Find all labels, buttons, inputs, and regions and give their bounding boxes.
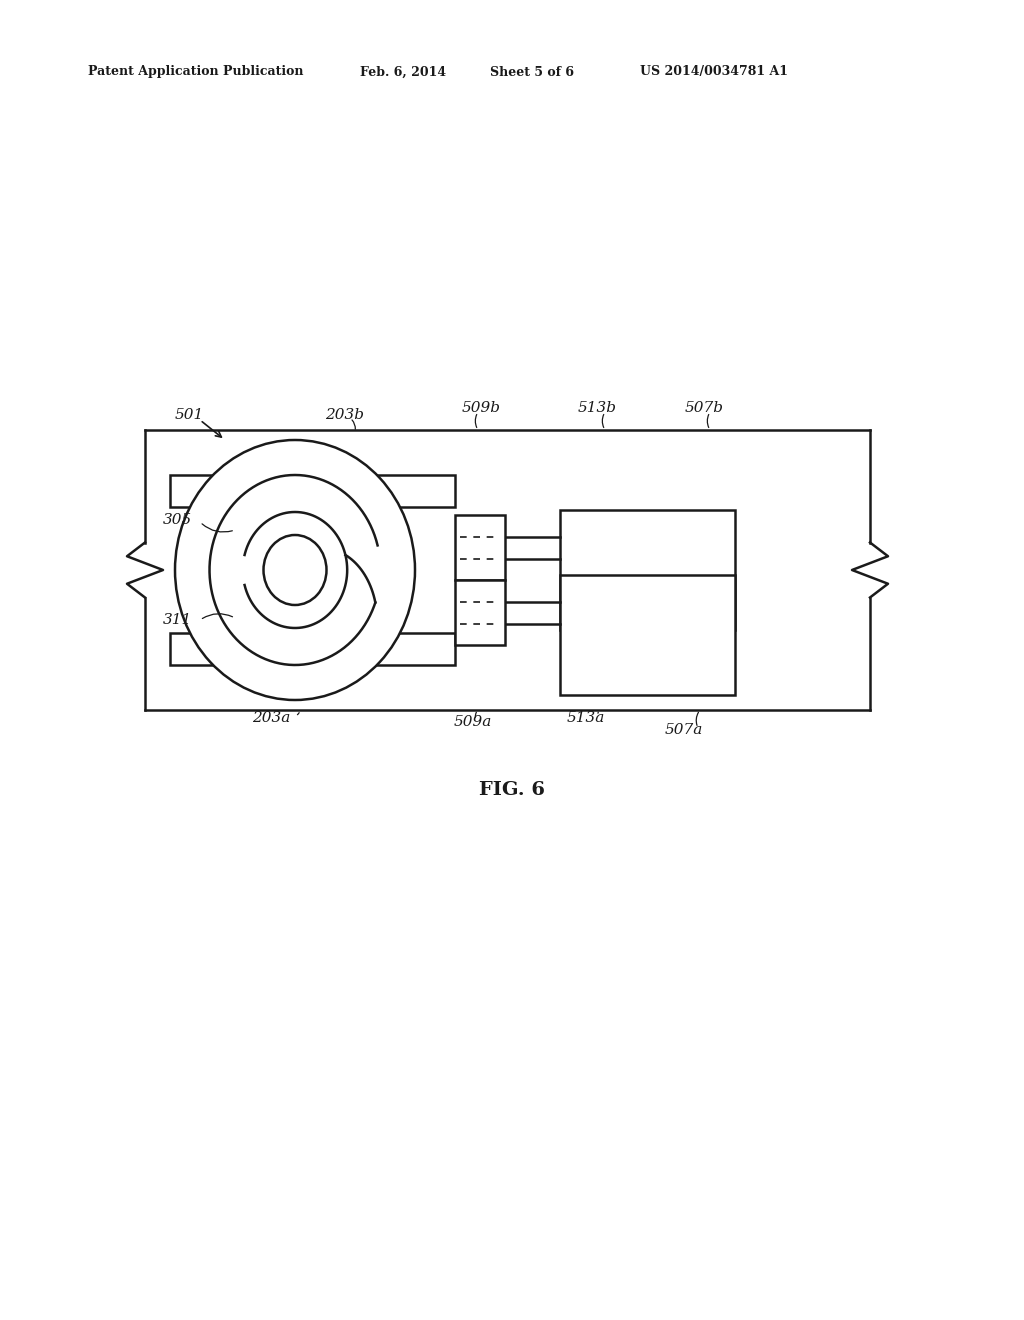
Text: 513b: 513b: [578, 401, 617, 414]
Text: Sheet 5 of 6: Sheet 5 of 6: [490, 66, 574, 78]
Text: Patent Application Publication: Patent Application Publication: [88, 66, 303, 78]
Bar: [560, 576, 735, 696]
Bar: [455, 579, 505, 645]
Text: FIG. 6: FIG. 6: [479, 781, 545, 799]
Text: 513a: 513a: [567, 711, 605, 725]
Text: US 2014/0034781 A1: US 2014/0034781 A1: [640, 66, 788, 78]
Ellipse shape: [175, 440, 415, 700]
Text: 509a: 509a: [454, 715, 493, 729]
Ellipse shape: [263, 535, 327, 605]
Bar: [455, 515, 505, 579]
Text: 507a: 507a: [665, 723, 703, 737]
Text: 501: 501: [175, 408, 204, 422]
Text: 311: 311: [163, 612, 193, 627]
Bar: [170, 634, 455, 665]
Text: Feb. 6, 2014: Feb. 6, 2014: [360, 66, 446, 78]
Bar: [170, 475, 455, 507]
Text: 305: 305: [163, 513, 193, 527]
Bar: [560, 510, 735, 630]
Text: 509b: 509b: [462, 401, 501, 414]
Text: 203b: 203b: [325, 408, 364, 422]
Text: 507b: 507b: [685, 401, 724, 414]
Text: 203a: 203a: [252, 711, 291, 725]
